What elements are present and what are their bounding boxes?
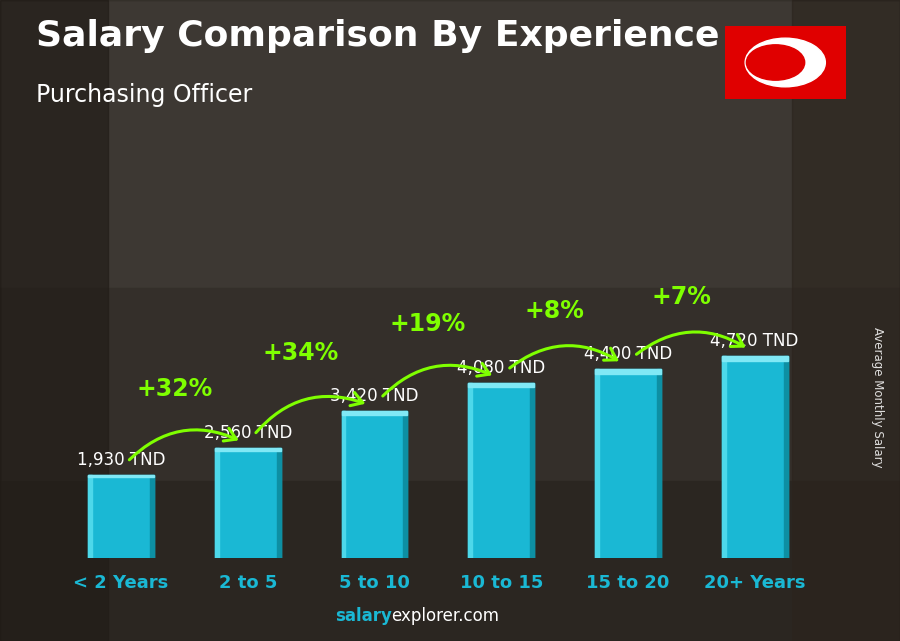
Text: ★: ★ <box>789 53 806 72</box>
Text: +7%: +7% <box>652 285 711 309</box>
Text: +19%: +19% <box>390 312 466 337</box>
Bar <box>341 412 408 415</box>
Bar <box>215 448 219 558</box>
FancyArrowPatch shape <box>382 363 490 396</box>
Bar <box>595 369 598 558</box>
Bar <box>150 475 154 558</box>
Text: explorer.com: explorer.com <box>392 607 500 625</box>
Bar <box>341 412 408 558</box>
Bar <box>468 383 472 558</box>
Bar <box>215 448 281 558</box>
Bar <box>0 481 900 641</box>
Bar <box>595 369 661 374</box>
Bar <box>595 369 661 558</box>
Bar <box>657 369 661 558</box>
Bar <box>88 475 154 558</box>
Bar <box>403 412 408 558</box>
Text: 4,080 TND: 4,080 TND <box>457 359 545 377</box>
Bar <box>276 448 281 558</box>
Bar <box>722 356 788 361</box>
Bar <box>215 448 281 451</box>
Bar <box>88 475 92 558</box>
Bar <box>784 356 788 558</box>
Text: Purchasing Officer: Purchasing Officer <box>36 83 252 107</box>
Text: 2,560 TND: 2,560 TND <box>203 424 292 442</box>
Bar <box>0 288 900 481</box>
Text: Salary Comparison By Experience: Salary Comparison By Experience <box>36 19 719 53</box>
Bar <box>0 0 900 288</box>
FancyArrowPatch shape <box>636 332 743 354</box>
Text: 4,400 TND: 4,400 TND <box>584 345 672 363</box>
Text: 3,420 TND: 3,420 TND <box>330 387 419 405</box>
Bar <box>468 383 534 387</box>
Text: +34%: +34% <box>263 340 339 365</box>
Bar <box>0 0 108 641</box>
Text: 4,720 TND: 4,720 TND <box>710 331 799 349</box>
FancyArrowPatch shape <box>256 392 363 433</box>
Bar <box>468 383 534 558</box>
Text: salary: salary <box>335 607 392 625</box>
Bar <box>530 383 534 558</box>
Bar <box>341 412 346 558</box>
Bar <box>88 475 154 477</box>
FancyArrowPatch shape <box>130 428 236 460</box>
Text: +8%: +8% <box>525 299 584 322</box>
Text: 1,930 TND: 1,930 TND <box>76 451 166 469</box>
Text: +32%: +32% <box>136 378 212 401</box>
FancyArrowPatch shape <box>509 345 617 368</box>
Bar <box>722 356 725 558</box>
Bar <box>792 0 900 641</box>
Circle shape <box>745 38 825 87</box>
Text: Average Monthly Salary: Average Monthly Salary <box>871 327 884 468</box>
Bar <box>722 356 788 558</box>
Circle shape <box>746 45 805 80</box>
